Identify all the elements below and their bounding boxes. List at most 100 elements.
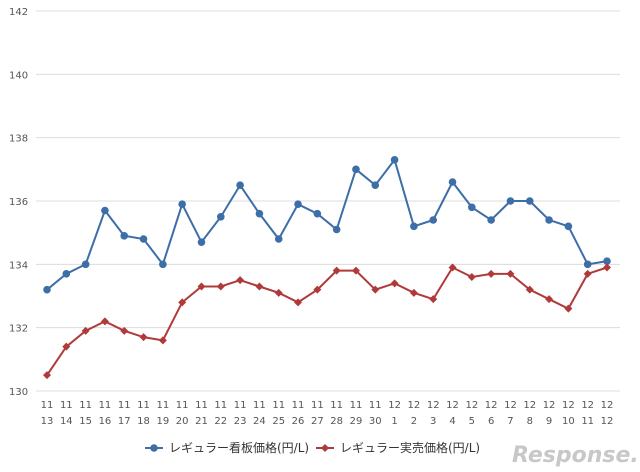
x-tick-label-day: 11 [581,416,594,427]
data-point [390,279,399,288]
x-tick-label-month: 11 [118,400,131,411]
data-point [525,285,534,294]
data-point [120,232,129,240]
x-tick-label-day: 9 [546,416,552,427]
data-point [487,216,495,224]
data-point [43,285,51,294]
x-tick-label-day: 22 [214,416,227,427]
series-0 [43,156,611,294]
data-point [506,269,515,278]
x-tick-label-day: 26 [292,416,305,427]
data-point [371,285,380,294]
x-tick-label-day: 20 [176,416,189,427]
y-axis-ticks: 130 132 134 136 138 140 142 [9,7,28,398]
legend-item: レギュラー看板価格(円/L) [145,440,309,455]
x-tick-label-month: 12 [485,400,498,411]
x-tick-label-day: 21 [195,416,208,427]
data-point [101,206,109,215]
x-tick-label-month: 12 [446,400,459,411]
data-point [583,260,592,269]
x-axis-ticks: 1113111411151116111711181119112011211122… [41,400,614,427]
data-point [468,203,476,212]
data-point [178,200,186,208]
data-point [351,266,360,275]
data-point [429,295,438,304]
series-1 [43,263,611,380]
x-tick-label-month: 11 [369,400,382,411]
data-point [139,333,148,342]
data-point [236,181,244,189]
x-tick-label-month: 11 [234,400,247,411]
y-tick-label: 142 [9,7,28,18]
x-tick-label-day: 17 [118,416,131,427]
x-tick-label-month: 11 [253,400,266,411]
legend: レギュラー看板価格(円/L) レギュラー実売価格(円/L) [145,440,480,455]
data-point [158,336,167,345]
x-tick-label-day: 4 [449,416,455,427]
data-point [274,288,283,297]
x-tick-label-month: 12 [523,400,536,411]
data-point [43,371,51,380]
x-tick-label-month: 12 [504,400,517,411]
x-tick-label-month: 11 [311,400,324,411]
x-tick-label-month: 11 [137,400,150,411]
data-point [603,263,611,272]
legend-label: レギュラー看板価格(円/L) [169,440,309,455]
data-point [332,225,341,234]
data-point [371,181,380,189]
x-tick-label-day: 14 [60,416,73,427]
x-tick-label-month: 11 [41,400,54,411]
data-point [120,326,129,335]
x-tick-label-month: 11 [214,400,227,411]
x-tick-label-month: 12 [465,400,478,411]
y-tick-label: 136 [9,197,28,208]
data-point [62,342,71,351]
legend-label: レギュラー実売価格(円/L) [340,440,480,455]
data-point [197,238,206,246]
x-tick-label-month: 12 [408,400,421,411]
x-tick-label-day: 6 [488,416,494,427]
x-tick-label-day: 16 [99,416,112,427]
data-point [506,197,515,205]
x-tick-label-month: 12 [562,400,575,411]
y-tick-label: 130 [9,387,28,398]
data-point [429,216,438,224]
y-tick-label: 134 [9,260,28,271]
data-point [332,266,341,275]
x-tick-label-day: 10 [562,416,575,427]
x-tick-label-day: 12 [601,416,614,427]
x-tick-label-month: 12 [427,400,440,411]
data-point [81,260,90,269]
x-tick-label-month: 12 [581,400,594,411]
legend-marker [321,444,329,452]
watermark: Response. [512,443,639,468]
x-tick-label-month: 11 [272,400,285,411]
data-point [178,298,187,307]
x-tick-label-day: 2 [411,416,417,427]
x-tick-label-month: 12 [543,400,556,411]
data-point [448,263,457,272]
data-point [448,178,457,186]
series-line [46,157,608,291]
gridlines [36,10,620,392]
x-tick-label-day: 7 [507,416,513,427]
legend-item: レギュラー実売価格(円/L) [316,440,480,455]
x-tick-label-month: 11 [156,400,169,411]
data-point [216,213,225,221]
legend-marker [150,444,158,452]
data-point [487,269,496,278]
y-tick-label: 140 [9,70,28,81]
data-point [564,304,573,313]
data-point [313,285,322,294]
x-tick-label-month: 12 [388,400,401,411]
x-tick-label-day: 27 [311,416,324,427]
data-point [274,235,283,243]
x-tick-label-month: 11 [195,400,208,411]
x-tick-label-month: 11 [79,400,92,411]
data-point [467,273,476,281]
data-point [545,295,554,304]
x-tick-label-month: 12 [601,400,614,411]
x-tick-label-day: 24 [253,416,266,427]
x-tick-label-day: 29 [350,416,363,427]
